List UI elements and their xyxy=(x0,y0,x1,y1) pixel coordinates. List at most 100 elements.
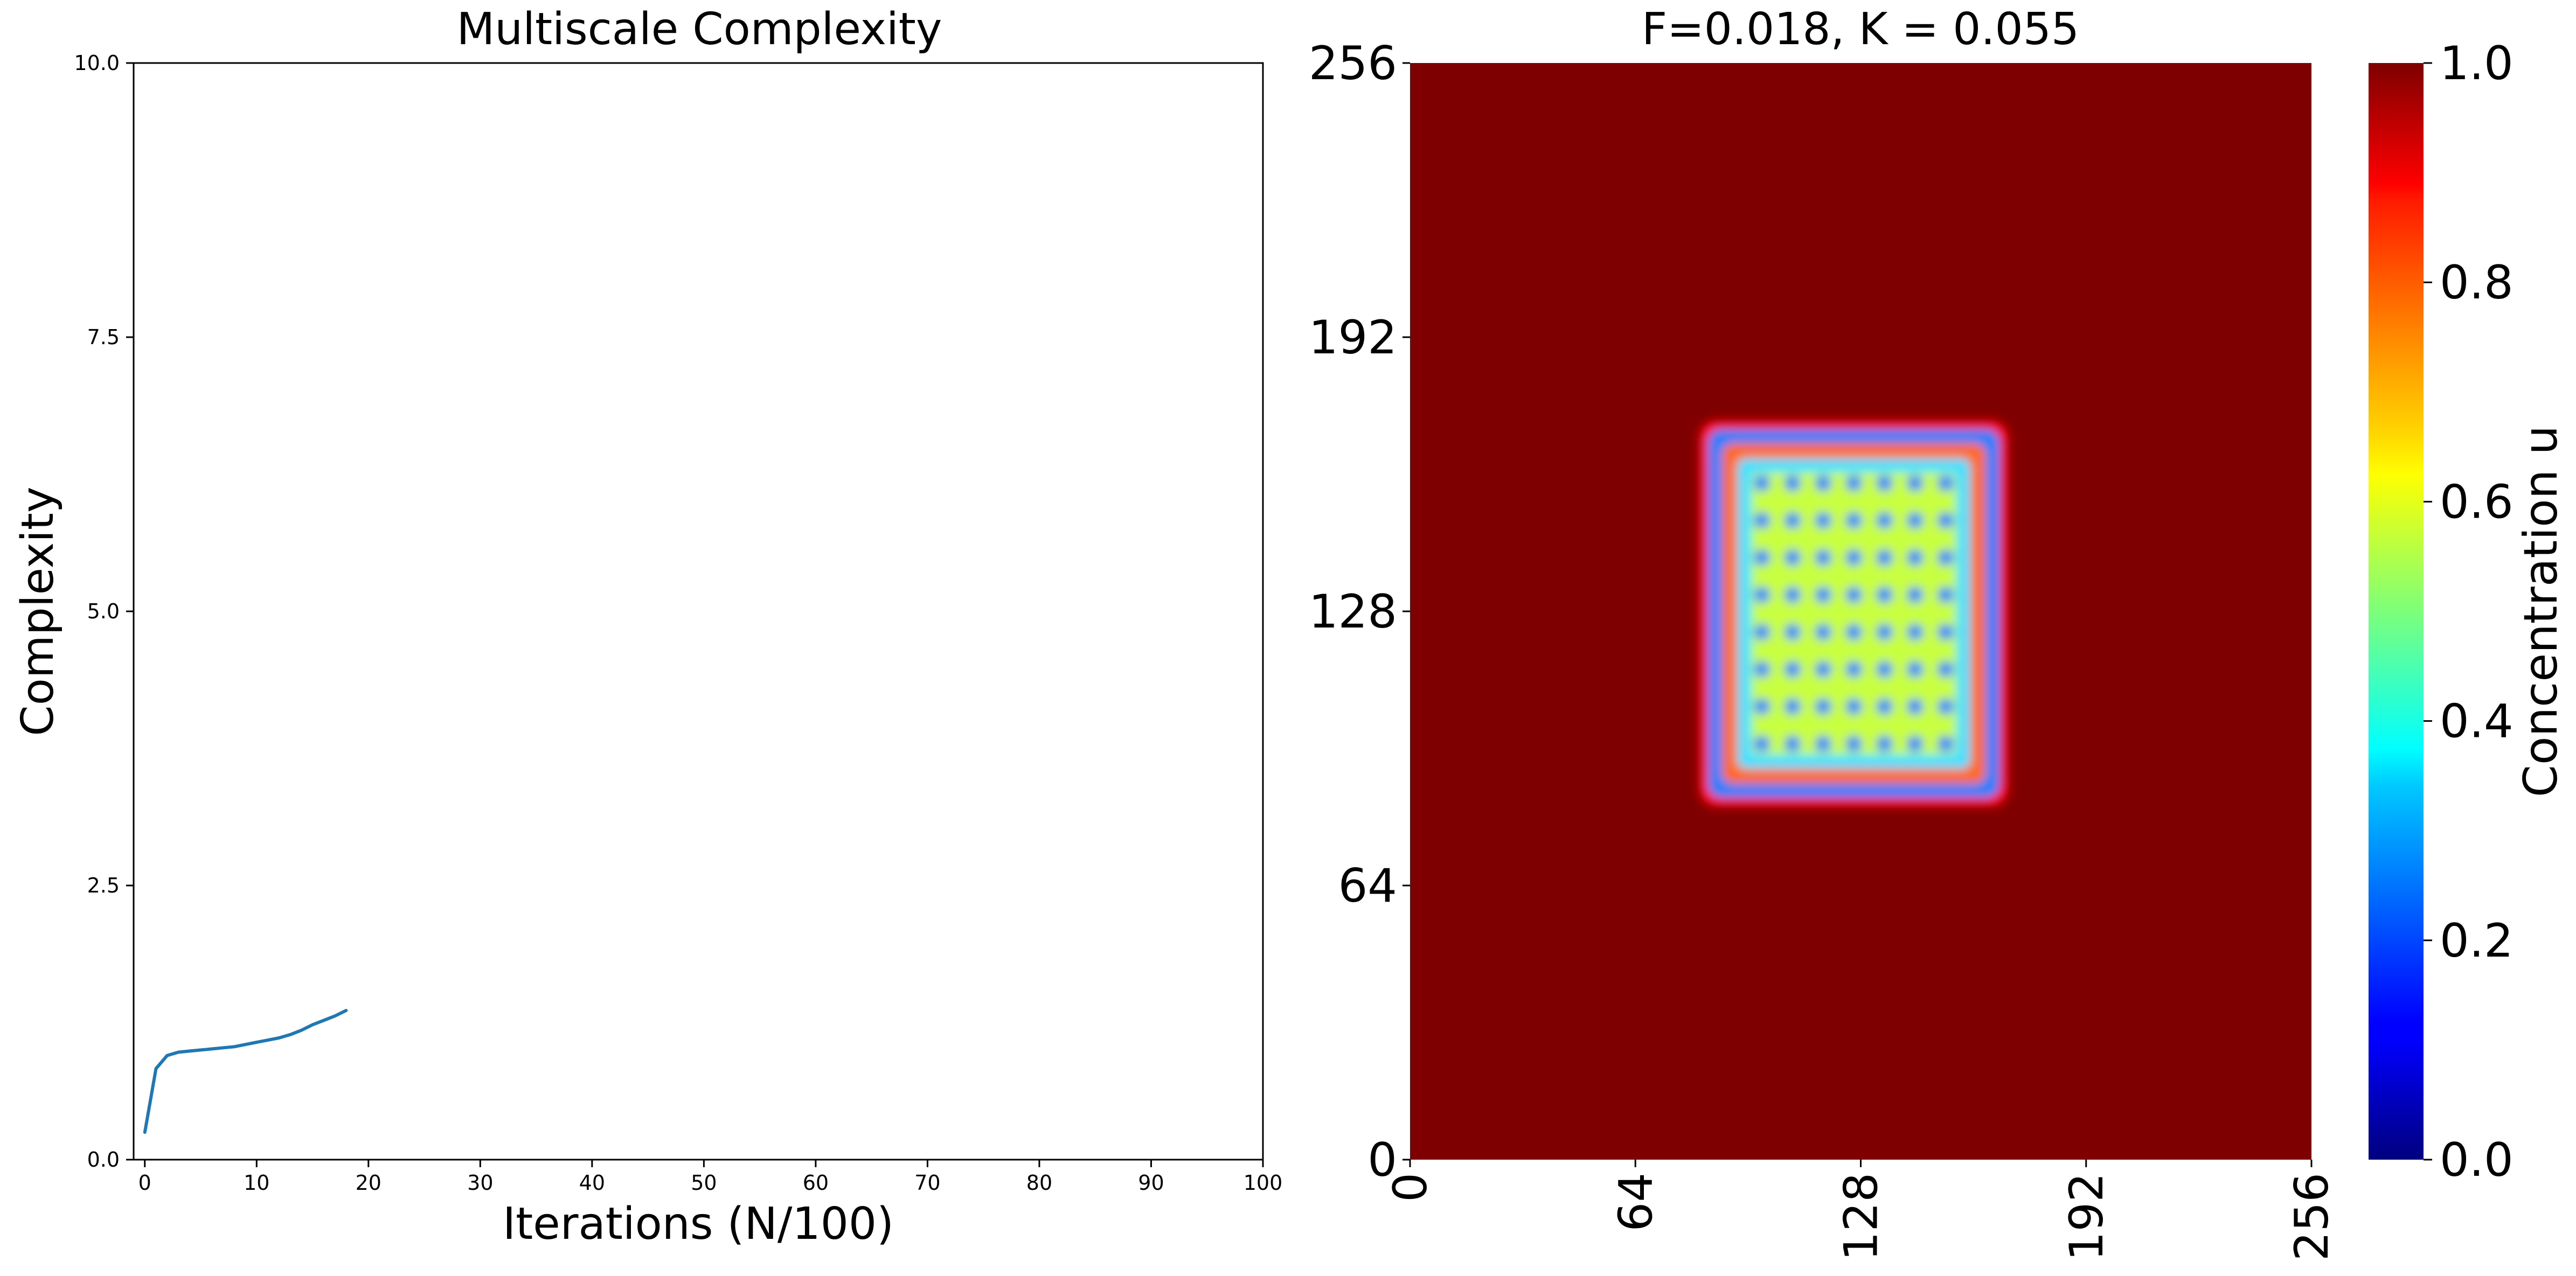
pattern-spot xyxy=(1876,512,1893,529)
colorbar-gradient xyxy=(2369,63,2424,1160)
pattern-spot xyxy=(1753,475,1770,492)
pattern-spot xyxy=(1753,698,1770,715)
line-chart-x-tick-label: 10 xyxy=(244,1171,269,1195)
line-chart-plot-area xyxy=(133,62,1264,1161)
pattern-spot xyxy=(1784,512,1801,529)
line-chart-y-tick-label: 0.0 xyxy=(87,1148,120,1172)
line-chart-series-line xyxy=(143,1009,348,1134)
pattern-spot xyxy=(1815,735,1831,752)
line-chart-x-tick-label: 60 xyxy=(803,1171,829,1195)
heatmap-y-tick-label: 192 xyxy=(1309,311,1397,365)
heatmap-y-tick-label: 64 xyxy=(1338,859,1397,913)
pattern-spot xyxy=(1876,475,1893,492)
pattern-core xyxy=(1751,472,1956,755)
heatmap-y-ticks: 0 64 128 192 256 xyxy=(1309,37,1410,1187)
pattern-spot xyxy=(1876,587,1893,603)
line-chart-y-axis-label: Complexity xyxy=(12,486,64,736)
heatmap-x-ticks: 0 64 128 192 256 xyxy=(1384,1160,2339,1261)
pattern-spot xyxy=(1784,735,1801,752)
heatmap-x-tick-label: 256 xyxy=(2285,1173,2339,1261)
pattern-spot xyxy=(1907,587,1924,603)
heatmap-image xyxy=(1410,63,2311,1160)
heatmap-pattern xyxy=(1699,421,2008,806)
pattern-spot xyxy=(1845,698,1862,715)
pattern-spot xyxy=(1937,624,1954,640)
pattern-spot xyxy=(1907,661,1924,678)
heatmap-title: F=0.018, K = 0.055 xyxy=(1642,4,2079,55)
pattern-spot xyxy=(1815,475,1831,492)
heatmap-x-tick-label: 0 xyxy=(1384,1173,1438,1202)
pattern-spot xyxy=(1845,735,1862,752)
colorbar-tick-label: 1.0 xyxy=(2440,37,2513,90)
colorbar-label: Concentration u xyxy=(2514,426,2568,797)
line-chart-y-tick-label: 5.0 xyxy=(87,599,120,623)
line-chart: Multiscale Complexity 0 10 20 30 40 50 60 70 80 9… xyxy=(12,4,1282,1250)
pattern-spot xyxy=(1907,698,1924,715)
pattern-spot xyxy=(1876,549,1893,566)
pattern-spot xyxy=(1815,512,1831,529)
colorbar-tick-label: 0.8 xyxy=(2440,256,2513,310)
line-chart-x-axis-label: Iterations (N/100) xyxy=(503,1198,894,1250)
pattern-spot xyxy=(1937,512,1954,529)
pattern-spot xyxy=(1845,475,1862,492)
heatmap-chart: F=0.018, K = 0.055 0 64 128 192 256 0 64 128 19… xyxy=(1309,4,2339,1261)
line-chart-x-tick-label: 70 xyxy=(914,1171,940,1195)
line-chart-x-tick-label: 40 xyxy=(579,1171,605,1195)
pattern-spot xyxy=(1815,549,1831,566)
line-chart-y-tick-label: 7.5 xyxy=(87,325,120,349)
colorbar-tick-label: 0.0 xyxy=(2440,1133,2513,1187)
pattern-spot xyxy=(1907,549,1924,566)
line-chart-y-ticks: 0.0 2.5 5.0 7.5 10.0 xyxy=(74,51,134,1172)
pattern-spot xyxy=(1815,698,1831,715)
pattern-spot xyxy=(1937,549,1954,566)
pattern-spot xyxy=(1815,624,1831,640)
line-chart-x-tick-label: 50 xyxy=(691,1171,717,1195)
pattern-spot xyxy=(1784,661,1801,678)
pattern-spot xyxy=(1815,587,1831,603)
pattern-spot xyxy=(1876,698,1893,715)
pattern-spot xyxy=(1784,624,1801,640)
pattern-spot xyxy=(1784,698,1801,715)
pattern-spot xyxy=(1845,587,1862,603)
heatmap-x-tick-label: 64 xyxy=(1609,1173,1663,1231)
line-chart-y-tick-label: 2.5 xyxy=(87,874,120,897)
colorbar-tick-label: 0.2 xyxy=(2440,914,2513,968)
line-chart-x-tick-label: 0 xyxy=(138,1171,151,1195)
line-chart-title: Multiscale Complexity xyxy=(457,4,942,55)
line-chart-y-tick-label: 10.0 xyxy=(74,51,120,75)
pattern-spot xyxy=(1876,661,1893,678)
pattern-spot xyxy=(1845,661,1862,678)
pattern-spot xyxy=(1845,512,1862,529)
pattern-spot xyxy=(1784,587,1801,603)
pattern-spot xyxy=(1815,661,1831,678)
heatmap-y-tick-label: 128 xyxy=(1309,585,1397,639)
pattern-spot xyxy=(1845,549,1862,566)
pattern-spot xyxy=(1907,624,1924,640)
pattern-spot xyxy=(1784,549,1801,566)
line-chart-x-tick-label: 100 xyxy=(1244,1171,1283,1195)
line-chart-x-tick-label: 90 xyxy=(1138,1171,1164,1195)
line-chart-x-ticks: 0 10 20 30 40 50 60 70 80 90 100 xyxy=(138,1160,1283,1195)
pattern-spot xyxy=(1937,475,1954,492)
pattern-spot xyxy=(1753,735,1770,752)
pattern-spot xyxy=(1753,549,1770,566)
colorbar: 0.0 0.2 0.4 0.6 0.8 1.0 Concentration u xyxy=(2369,37,2568,1187)
pattern-spot xyxy=(1753,512,1770,529)
heatmap-x-tick-label: 128 xyxy=(1835,1173,1888,1261)
colorbar-tick-label: 0.6 xyxy=(2440,475,2513,529)
pattern-spot xyxy=(1937,698,1954,715)
pattern-spot xyxy=(1784,475,1801,492)
pattern-spot xyxy=(1907,512,1924,529)
heatmap-y-tick-label: 0 xyxy=(1367,1133,1397,1187)
pattern-spot xyxy=(1937,735,1954,752)
heatmap-x-tick-label: 192 xyxy=(2060,1173,2114,1261)
line-chart-x-tick-label: 80 xyxy=(1026,1171,1052,1195)
heatmap-y-tick-label: 256 xyxy=(1309,37,1397,90)
pattern-spot xyxy=(1937,661,1954,678)
line-chart-x-tick-label: 20 xyxy=(356,1171,381,1195)
pattern-spot xyxy=(1753,624,1770,640)
pattern-spot xyxy=(1753,587,1770,603)
pattern-spot xyxy=(1907,735,1924,752)
colorbar-tick-label: 0.4 xyxy=(2440,695,2513,749)
